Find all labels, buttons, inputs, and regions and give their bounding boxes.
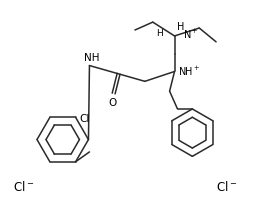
- Text: Cl$^-$: Cl$^-$: [216, 180, 237, 194]
- Text: Cl: Cl: [79, 114, 90, 124]
- Text: Cl$^-$: Cl$^-$: [13, 180, 34, 194]
- Text: N$^+$: N$^+$: [184, 27, 199, 40]
- Text: H: H: [176, 22, 184, 32]
- Text: O: O: [108, 98, 116, 108]
- Text: NH$^+$: NH$^+$: [178, 65, 200, 78]
- Text: H: H: [156, 29, 163, 38]
- Text: NH: NH: [84, 53, 99, 63]
